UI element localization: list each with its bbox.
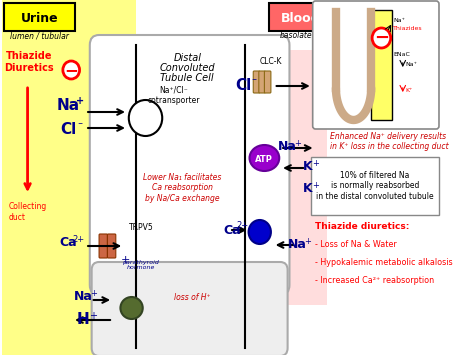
Text: basolateral: basolateral [279, 32, 322, 40]
Text: ENaC: ENaC [393, 53, 410, 58]
FancyBboxPatch shape [311, 157, 439, 215]
FancyBboxPatch shape [90, 35, 290, 295]
FancyBboxPatch shape [264, 71, 271, 93]
Text: 2+: 2+ [236, 222, 248, 230]
Text: +: + [304, 236, 310, 246]
Text: K⁺: K⁺ [406, 87, 413, 93]
FancyBboxPatch shape [313, 1, 439, 129]
Text: Thiazide diuretics:: Thiazide diuretics: [316, 222, 410, 231]
Text: - Hypokalemic metabolic alkalosis: - Hypokalemic metabolic alkalosis [316, 258, 453, 267]
Text: Na⁺: Na⁺ [393, 17, 405, 22]
Text: Convoluted: Convoluted [159, 63, 215, 73]
Text: Thiazides: Thiazides [393, 26, 423, 31]
Text: Na⁺/Cl⁻
cotransporter: Na⁺/Cl⁻ cotransporter [147, 85, 200, 105]
Text: +: + [120, 255, 130, 265]
Text: Tubule Cell: Tubule Cell [161, 73, 214, 83]
Text: 10% of filtered Na
is normally reabsorbed
in the distal convoluted tubule: 10% of filtered Na is normally reabsorbe… [316, 171, 434, 201]
Ellipse shape [249, 145, 279, 171]
Text: H: H [77, 312, 90, 328]
Text: TRPV5: TRPV5 [128, 224, 153, 233]
Text: Thiazide
Diuretics: Thiazide Diuretics [5, 51, 54, 73]
Text: Urine: Urine [21, 12, 58, 26]
Text: - Loss of Na & Water: - Loss of Na & Water [316, 240, 397, 249]
FancyBboxPatch shape [108, 234, 116, 258]
FancyBboxPatch shape [1, 0, 136, 355]
Circle shape [63, 61, 80, 79]
Text: Ca: Ca [60, 236, 77, 250]
Text: Blood: Blood [281, 12, 320, 26]
Text: +: + [312, 158, 319, 168]
Text: parathyroid
hormone: parathyroid hormone [122, 260, 159, 271]
FancyBboxPatch shape [91, 262, 288, 355]
FancyBboxPatch shape [238, 50, 327, 305]
Text: CLC-K: CLC-K [260, 58, 282, 66]
FancyBboxPatch shape [99, 234, 108, 258]
FancyBboxPatch shape [259, 71, 265, 93]
Text: Lower Na₁ facilitates
Ca reabsorption
by Na/Ca exchange: Lower Na₁ facilitates Ca reabsorption by… [144, 173, 222, 203]
Text: +: + [90, 311, 98, 321]
Text: Na⁺: Na⁺ [406, 62, 418, 67]
FancyBboxPatch shape [269, 3, 332, 31]
FancyBboxPatch shape [253, 71, 260, 93]
Ellipse shape [248, 220, 271, 244]
Circle shape [129, 100, 162, 136]
Text: Cl: Cl [235, 78, 251, 93]
FancyBboxPatch shape [371, 10, 392, 120]
Text: Na: Na [74, 290, 93, 304]
Text: lumen / tubular: lumen / tubular [10, 32, 69, 40]
Text: Collecting
duct: Collecting duct [9, 202, 47, 222]
Text: Na: Na [278, 140, 297, 153]
Text: loss of H⁺: loss of H⁺ [173, 293, 210, 301]
Text: Distal: Distal [173, 53, 201, 63]
Text: ⁻: ⁻ [77, 121, 82, 131]
Text: Ca: Ca [223, 224, 241, 236]
Text: +: + [90, 289, 97, 297]
Text: Cl: Cl [60, 122, 77, 137]
Text: - Increased Ca²⁺ reabsorption: - Increased Ca²⁺ reabsorption [316, 276, 435, 285]
Text: Na: Na [287, 239, 306, 251]
Text: +: + [75, 96, 83, 106]
Text: K: K [303, 181, 313, 195]
Circle shape [372, 28, 391, 48]
Ellipse shape [120, 297, 143, 319]
FancyBboxPatch shape [4, 3, 75, 31]
Text: Na: Na [57, 98, 80, 113]
Text: ATP: ATP [255, 154, 273, 164]
Text: ⁻: ⁻ [252, 77, 257, 87]
Text: 2+: 2+ [73, 235, 85, 244]
Text: −: − [374, 29, 389, 47]
Text: −: − [64, 61, 78, 79]
Text: K: K [303, 159, 313, 173]
Text: +: + [312, 180, 319, 190]
Text: Enhanced Na⁺ delivery results
in K⁺ loss in the collecting duct: Enhanced Na⁺ delivery results in K⁺ loss… [330, 132, 449, 151]
Text: +: + [294, 138, 301, 147]
